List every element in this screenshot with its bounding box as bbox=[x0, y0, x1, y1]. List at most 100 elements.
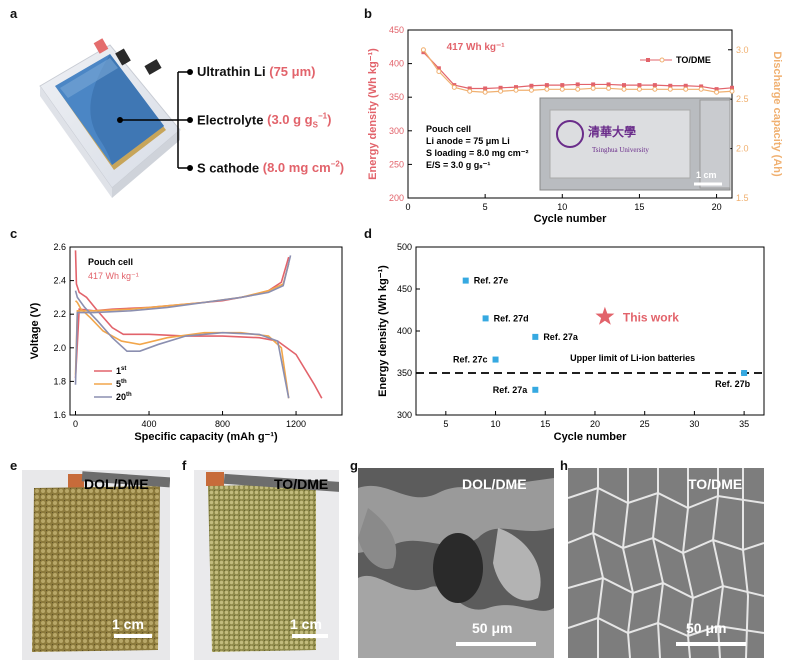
chart-d-xlabel: Cycle number bbox=[554, 431, 627, 443]
chart-b-point-capacity bbox=[575, 86, 581, 92]
chart-b-point-energy bbox=[730, 85, 734, 90]
chart-b-legend-marker2 bbox=[659, 57, 665, 63]
chart-b-photo-subtitle: Tsinghua University bbox=[592, 146, 649, 154]
chart-b-point-capacity bbox=[621, 86, 627, 92]
chart-d-xtick-label: 30 bbox=[689, 419, 699, 429]
photo-f-label: TO/DME bbox=[274, 476, 329, 492]
negative-tab bbox=[115, 48, 131, 66]
chart-b-point-capacity bbox=[482, 89, 488, 95]
chart-b-point-capacity bbox=[513, 87, 519, 93]
chart-b-inset-text: E/S = 3.0 g gₛ⁻¹ bbox=[426, 160, 490, 170]
panel-letter-f: f bbox=[182, 458, 187, 473]
positive-tab bbox=[93, 38, 109, 54]
chart-d-xtick-label: 25 bbox=[640, 419, 650, 429]
photo-f-scale: 1 cm bbox=[290, 616, 322, 632]
chart-d-point-label: Ref. 27e bbox=[474, 276, 509, 286]
chart-b-point-capacity bbox=[498, 88, 504, 94]
chart-c-series-5 bbox=[74, 290, 290, 399]
chart-b-photo-tab bbox=[699, 99, 731, 189]
chart-b-point-capacity bbox=[559, 86, 565, 92]
chart-d-point-label: Ref. 27a bbox=[543, 332, 579, 342]
chart-b-point-capacity bbox=[544, 86, 550, 92]
chart-c-xlabel: Specific capacity (mAh g⁻¹) bbox=[134, 431, 278, 443]
sem-g-label: DOL/DME bbox=[462, 476, 527, 492]
chart-b-ytick-label: 350 bbox=[389, 92, 404, 102]
chart-b-xlabel: Cycle number bbox=[534, 213, 607, 225]
chart-b-point-energy bbox=[436, 66, 441, 71]
chart-b-point-energy bbox=[575, 82, 580, 87]
chart-b-point-energy bbox=[668, 83, 673, 88]
label-electrolyte: Electrolyte (3.0 g gS−1) bbox=[197, 112, 332, 130]
chart-c-ytick-label: 1.6 bbox=[53, 410, 66, 420]
chart-c-xtick-label: 0 bbox=[73, 419, 78, 429]
chart-b-point-energy bbox=[591, 82, 596, 87]
chart-c-legend-label: 1st bbox=[116, 366, 126, 376]
chart-b-y2tick-label: 2.0 bbox=[736, 144, 749, 154]
chart-d-xtick-label: 5 bbox=[443, 419, 448, 429]
chart-b-ytick-label: 300 bbox=[389, 126, 404, 136]
electrolyte-shade bbox=[90, 54, 164, 165]
chart-b-frame bbox=[407, 29, 733, 199]
panel-letter-a: a bbox=[10, 6, 18, 21]
chart-b-inset-text: S loading = 8.0 mg cm⁻² bbox=[426, 148, 529, 158]
chart-b-xtick-label: 20 bbox=[712, 202, 722, 212]
pouch-side bbox=[112, 130, 180, 198]
chart-b-point-energy bbox=[467, 86, 472, 91]
chart-b-point-energy bbox=[606, 82, 611, 87]
chart-b-point-capacity bbox=[636, 86, 642, 92]
panel-letter-b: b bbox=[364, 6, 372, 21]
chart-b-point-capacity bbox=[683, 86, 689, 92]
chart-b-xtick-label: 10 bbox=[557, 202, 567, 212]
label-ultrathin-li: Ultrathin Li (75 μm) bbox=[197, 64, 316, 79]
chart-c-series-4 bbox=[74, 263, 290, 375]
chart-b-point-capacity bbox=[420, 47, 426, 53]
chart-d-ylabel: Energy density (Wh kg⁻¹) bbox=[377, 265, 389, 397]
chart-d-hline-label: Upper limit of Li-ion batteries bbox=[570, 353, 695, 363]
pouch-side-left bbox=[40, 86, 112, 198]
chart-d-ytick-label: 450 bbox=[397, 284, 412, 294]
chart-d-point-label: Ref. 27b bbox=[715, 379, 751, 389]
chart-d-point bbox=[532, 386, 539, 393]
chart-b-point-capacity bbox=[729, 88, 735, 94]
chart-b-point-capacity bbox=[451, 84, 457, 90]
chart-b-legend-marker bbox=[646, 58, 650, 62]
negative-tab-2 bbox=[144, 59, 162, 75]
chart-b-y2tick-label: 3.0 bbox=[736, 45, 749, 55]
sem-h: TO/DME 50 μm bbox=[568, 468, 764, 658]
sem-h-label: TO/DME bbox=[688, 476, 743, 492]
chart-b-legend-label: TO/DME bbox=[676, 55, 711, 65]
photo-f: TO/DME 1 cm bbox=[194, 470, 339, 660]
chart-b-point-energy bbox=[622, 83, 626, 88]
chart-b-point-energy bbox=[683, 83, 688, 88]
chart-b-y2label: Discharge capacity (Ah) bbox=[771, 51, 783, 177]
chart-b-point-energy bbox=[498, 85, 503, 90]
chart-c: 0 400 800 1200 1.6 1.8 2.0 2.2 2.4 2.6 Specific ca… bbox=[29, 242, 343, 443]
chart-d-point bbox=[462, 277, 469, 284]
panel-letter-e: e bbox=[10, 458, 18, 473]
sem-g-scale: 50 μm bbox=[472, 620, 513, 636]
chart-b: 0 5 10 15 20 200 250 300 350 400 450 1.5 2.0 2.5 3.0 Cy… bbox=[367, 25, 783, 225]
chart-b-point-energy bbox=[529, 83, 534, 88]
chart-b-point-capacity bbox=[590, 85, 596, 91]
chart-b-inset-text: Pouch cell bbox=[426, 124, 471, 134]
chart-c-series-1 bbox=[74, 250, 323, 399]
chart-c-legend-label: 5th bbox=[116, 379, 127, 389]
chart-c-ytick-label: 1.8 bbox=[53, 376, 66, 386]
chart-c-ytick-label: 2.4 bbox=[53, 276, 66, 286]
panel-letter-h: h bbox=[560, 458, 568, 473]
chart-c-ylabel: Voltage (V) bbox=[29, 302, 41, 359]
chart-b-point-energy bbox=[699, 84, 704, 89]
chart-d: 5 10 15 20 25 30 35 300 350 400 450 500 Cycle number… bbox=[377, 242, 765, 443]
chart-d-xtick-label: 15 bbox=[540, 419, 550, 429]
chart-c-ytick-label: 2.2 bbox=[53, 309, 66, 319]
panel-letter-g: g bbox=[350, 458, 358, 473]
photo-e-label: DOL/DME bbox=[84, 476, 149, 492]
chart-b-point-energy bbox=[560, 83, 565, 88]
chart-c-ytick-label: 2.0 bbox=[53, 343, 66, 353]
chart-d-ytick-label: 300 bbox=[397, 410, 412, 420]
chart-c-series-3 bbox=[74, 300, 290, 399]
chart-b-point-energy bbox=[714, 87, 719, 92]
chart-b-photo-seal bbox=[556, 120, 584, 148]
chart-d-xtick-label: 35 bbox=[739, 419, 749, 429]
photo-e-scale: 1 cm bbox=[112, 616, 144, 632]
